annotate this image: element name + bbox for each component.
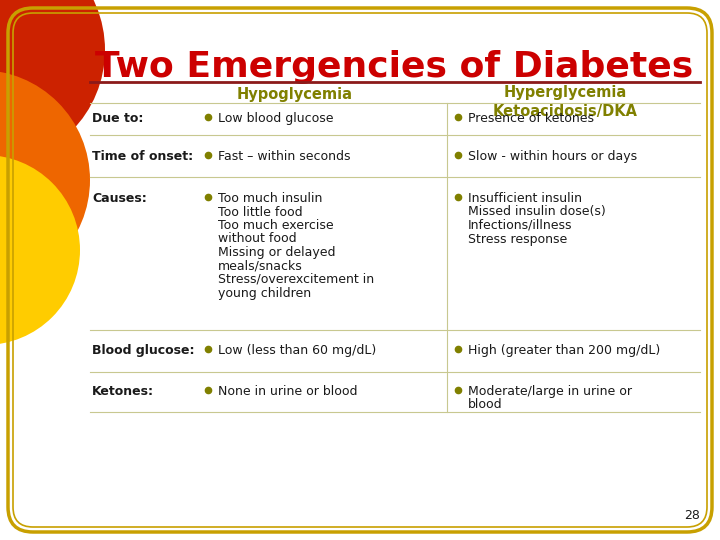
Text: Hyperglycemia
Ketoacidosis/DKA: Hyperglycemia Ketoacidosis/DKA [492, 85, 637, 119]
Text: Stress/overexcitement in: Stress/overexcitement in [218, 273, 374, 286]
Text: Fast – within seconds: Fast – within seconds [218, 150, 351, 163]
Text: None in urine or blood: None in urine or blood [218, 385, 358, 398]
Text: Too little food: Too little food [218, 206, 302, 219]
Text: Two Emergencies of Diabetes: Two Emergencies of Diabetes [95, 50, 693, 84]
Text: Ketones:: Ketones: [92, 385, 154, 398]
Text: Infections/illness: Infections/illness [468, 219, 572, 232]
Text: 28: 28 [684, 509, 700, 522]
Text: meals/snacks: meals/snacks [218, 260, 302, 273]
Text: Presence of ketones: Presence of ketones [468, 112, 594, 125]
Text: Causes:: Causes: [92, 192, 147, 205]
Text: Time of onset:: Time of onset: [92, 150, 193, 163]
Text: Stress response: Stress response [468, 233, 567, 246]
Text: Missed insulin dose(s): Missed insulin dose(s) [468, 206, 606, 219]
Text: without food: without food [218, 233, 297, 246]
Circle shape [0, 70, 90, 290]
Text: High (greater than 200 mg/dL): High (greater than 200 mg/dL) [468, 344, 660, 357]
Text: Low (less than 60 mg/dL): Low (less than 60 mg/dL) [218, 344, 377, 357]
Text: Too much insulin: Too much insulin [218, 192, 323, 205]
Circle shape [0, 155, 80, 345]
Text: Due to:: Due to: [92, 112, 143, 125]
Text: Blood glucose:: Blood glucose: [92, 344, 194, 357]
Text: Insufficient insulin: Insufficient insulin [468, 192, 582, 205]
Circle shape [0, 0, 105, 165]
Text: Low blood glucose: Low blood glucose [218, 112, 333, 125]
Text: Hypoglycemia: Hypoglycemia [237, 87, 353, 102]
Text: blood: blood [468, 399, 503, 411]
Text: Missing or delayed: Missing or delayed [218, 246, 336, 259]
Text: Slow - within hours or days: Slow - within hours or days [468, 150, 637, 163]
Text: Too much exercise: Too much exercise [218, 219, 333, 232]
Text: young children: young children [218, 287, 311, 300]
Text: Moderate/large in urine or: Moderate/large in urine or [468, 385, 632, 398]
